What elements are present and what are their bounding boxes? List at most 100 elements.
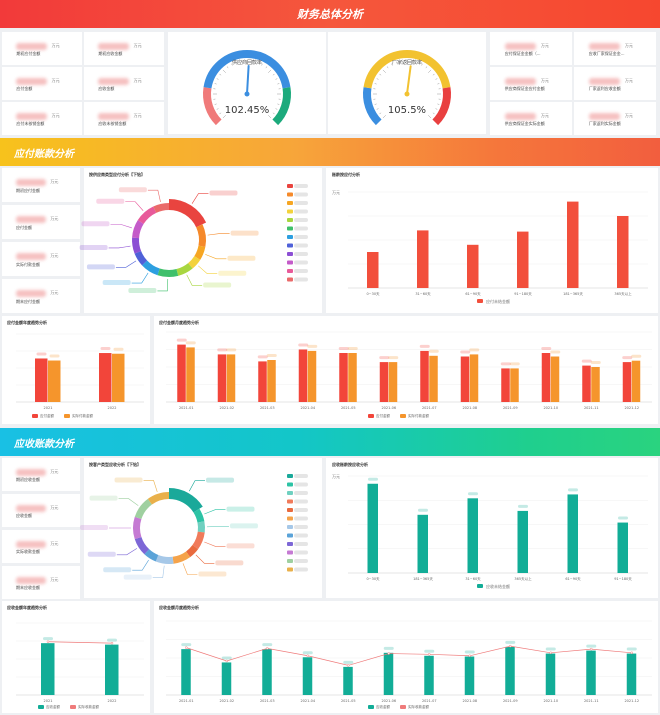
line-point[interactable] (225, 659, 228, 663)
donut-slice[interactable] (176, 263, 193, 276)
bar[interactable] (517, 510, 529, 573)
bar[interactable] (267, 360, 276, 402)
legend-swatch[interactable] (287, 269, 293, 273)
donut-slice[interactable] (194, 245, 206, 260)
line-point[interactable] (630, 651, 633, 655)
bar[interactable] (177, 344, 186, 402)
bar[interactable] (186, 347, 195, 402)
donut-slice[interactable] (144, 549, 159, 562)
legend-swatch[interactable] (287, 499, 293, 504)
donut-slice[interactable] (137, 206, 157, 224)
legend-swatch[interactable] (287, 567, 293, 572)
bar[interactable] (467, 244, 479, 288)
bar[interactable] (517, 231, 529, 288)
line-point[interactable] (266, 647, 269, 650)
bar[interactable] (383, 652, 394, 695)
bar[interactable] (367, 252, 379, 288)
donut-slice[interactable] (147, 492, 169, 505)
bar[interactable] (567, 494, 579, 573)
bar[interactable] (262, 649, 272, 695)
donut-slice[interactable] (186, 545, 199, 558)
bar[interactable] (545, 653, 556, 695)
legend-swatch[interactable] (287, 533, 293, 538)
legend-swatch[interactable] (477, 584, 483, 588)
bar[interactable] (622, 362, 632, 402)
bar[interactable] (35, 358, 48, 402)
line-point[interactable] (509, 644, 512, 648)
legend-swatch[interactable] (287, 482, 293, 487)
bar[interactable] (424, 655, 434, 695)
legend-swatch[interactable] (287, 209, 293, 214)
legend-swatch[interactable] (287, 192, 293, 197)
bar[interactable] (221, 662, 232, 695)
bar[interactable] (343, 666, 353, 695)
legend-swatch[interactable] (287, 508, 293, 512)
donut-slice[interactable] (188, 256, 201, 269)
legend-swatch[interactable] (400, 414, 406, 418)
bar[interactable] (586, 650, 596, 695)
bar[interactable] (429, 355, 438, 402)
legend-swatch[interactable] (287, 542, 293, 546)
donut-slice[interactable] (134, 251, 148, 266)
legend-swatch[interactable] (287, 243, 293, 248)
donut-slice[interactable] (133, 516, 142, 540)
donut-slice[interactable] (157, 268, 179, 277)
legend-swatch[interactable] (287, 252, 293, 256)
bar[interactable] (420, 350, 429, 402)
bar[interactable] (505, 646, 515, 695)
bar[interactable] (510, 368, 519, 402)
bar[interactable] (307, 350, 317, 402)
bar[interactable] (302, 657, 313, 695)
bar[interactable] (631, 360, 641, 402)
bar[interactable] (460, 356, 470, 403)
bar[interactable] (501, 368, 510, 402)
bar[interactable] (348, 353, 357, 402)
legend-swatch[interactable] (368, 414, 374, 418)
legend-swatch[interactable] (64, 414, 70, 418)
bar[interactable] (582, 365, 591, 402)
legend-swatch[interactable] (477, 299, 483, 303)
bar[interactable] (99, 353, 112, 402)
legend-swatch[interactable] (287, 559, 293, 563)
bar[interactable] (550, 356, 560, 403)
bar[interactable] (417, 514, 429, 573)
bar[interactable] (541, 353, 551, 402)
donut-slice[interactable] (134, 498, 152, 520)
donut-slice[interactable] (192, 531, 205, 550)
bar[interactable] (41, 643, 55, 695)
bar[interactable] (217, 354, 227, 402)
bar[interactable] (226, 354, 236, 402)
bar[interactable] (464, 656, 475, 695)
legend-swatch[interactable] (32, 414, 38, 418)
donut-slice[interactable] (153, 203, 169, 213)
line-point[interactable] (549, 651, 552, 655)
legend-swatch[interactable] (287, 474, 293, 478)
line-point[interactable] (46, 640, 50, 643)
legend-swatch[interactable] (287, 226, 293, 231)
legend-swatch[interactable] (368, 705, 374, 709)
bar[interactable] (567, 201, 579, 288)
bar[interactable] (591, 367, 600, 402)
donut-slice[interactable] (142, 260, 160, 276)
bar[interactable] (469, 354, 479, 402)
legend-swatch[interactable] (38, 705, 44, 709)
donut-chart[interactable] (79, 168, 322, 313)
donut-slice[interactable] (132, 237, 142, 254)
donut-slice[interactable] (169, 199, 207, 228)
donut-slice[interactable] (134, 536, 150, 555)
donut-slice[interactable] (155, 554, 174, 564)
donut-slice[interactable] (132, 220, 144, 239)
line-point[interactable] (387, 652, 390, 655)
bar[interactable] (339, 353, 348, 402)
bar[interactable] (298, 349, 308, 403)
legend-swatch[interactable] (400, 705, 406, 709)
legend-swatch[interactable] (287, 235, 293, 239)
donut-slice[interactable] (169, 488, 203, 513)
bar[interactable] (367, 483, 379, 573)
line-point[interactable] (468, 654, 471, 658)
donut-slice[interactable] (197, 521, 205, 533)
legend-swatch[interactable] (287, 550, 293, 555)
bar[interactable] (105, 644, 119, 695)
donut-chart[interactable] (80, 458, 322, 598)
legend-swatch[interactable] (287, 525, 293, 529)
